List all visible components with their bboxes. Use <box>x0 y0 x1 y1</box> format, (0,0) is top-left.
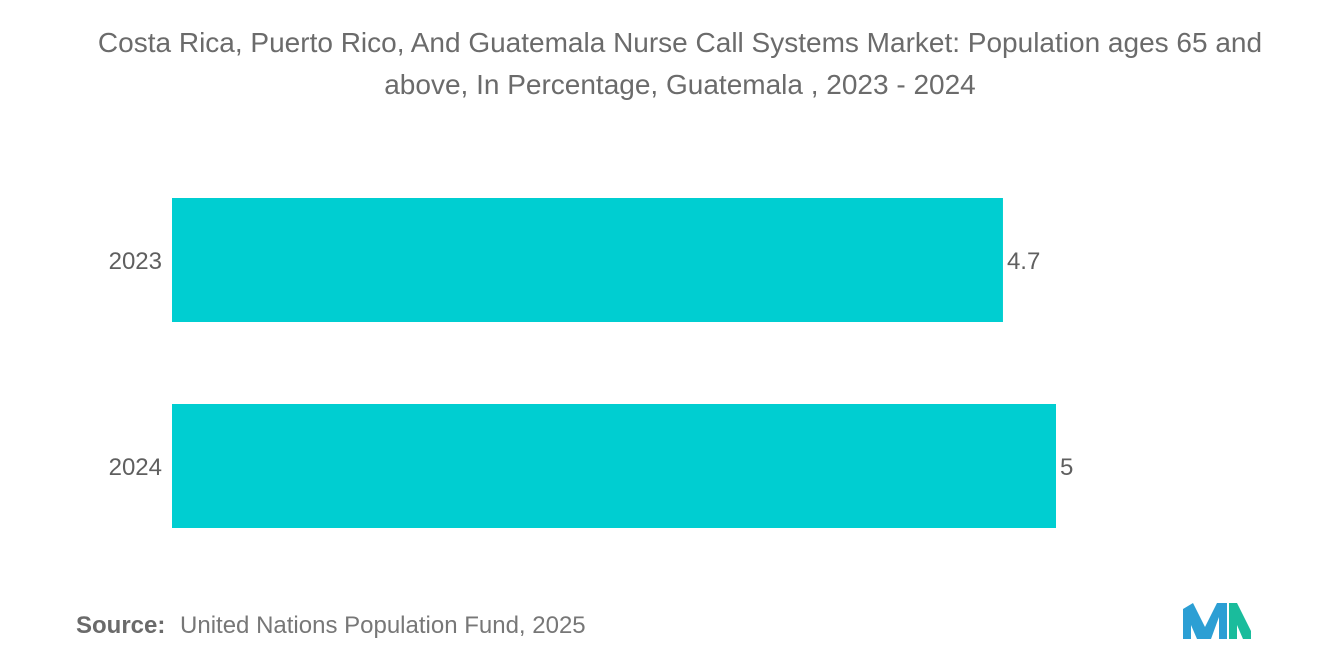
value-label-2023: 4.7 <box>1007 248 1040 275</box>
bar-chart: 2023 4.7 2024 5 <box>109 198 1073 528</box>
bar-2024 <box>172 404 1056 528</box>
category-label-2024: 2024 <box>109 454 162 481</box>
category-label-2023: 2023 <box>109 248 162 275</box>
source-footer: Source: United Nations Population Fund, … <box>76 612 586 640</box>
bar-2023 <box>172 198 1003 322</box>
source-text: United Nations Population Fund, 2025 <box>180 612 586 639</box>
source-label: Source: <box>76 612 166 639</box>
chart-title: Costa Rica, Puerto Rico, And Guatemala N… <box>97 27 1263 100</box>
mordor-intelligence-logo-icon <box>1183 603 1251 639</box>
value-label-2024: 5 <box>1060 454 1073 481</box>
